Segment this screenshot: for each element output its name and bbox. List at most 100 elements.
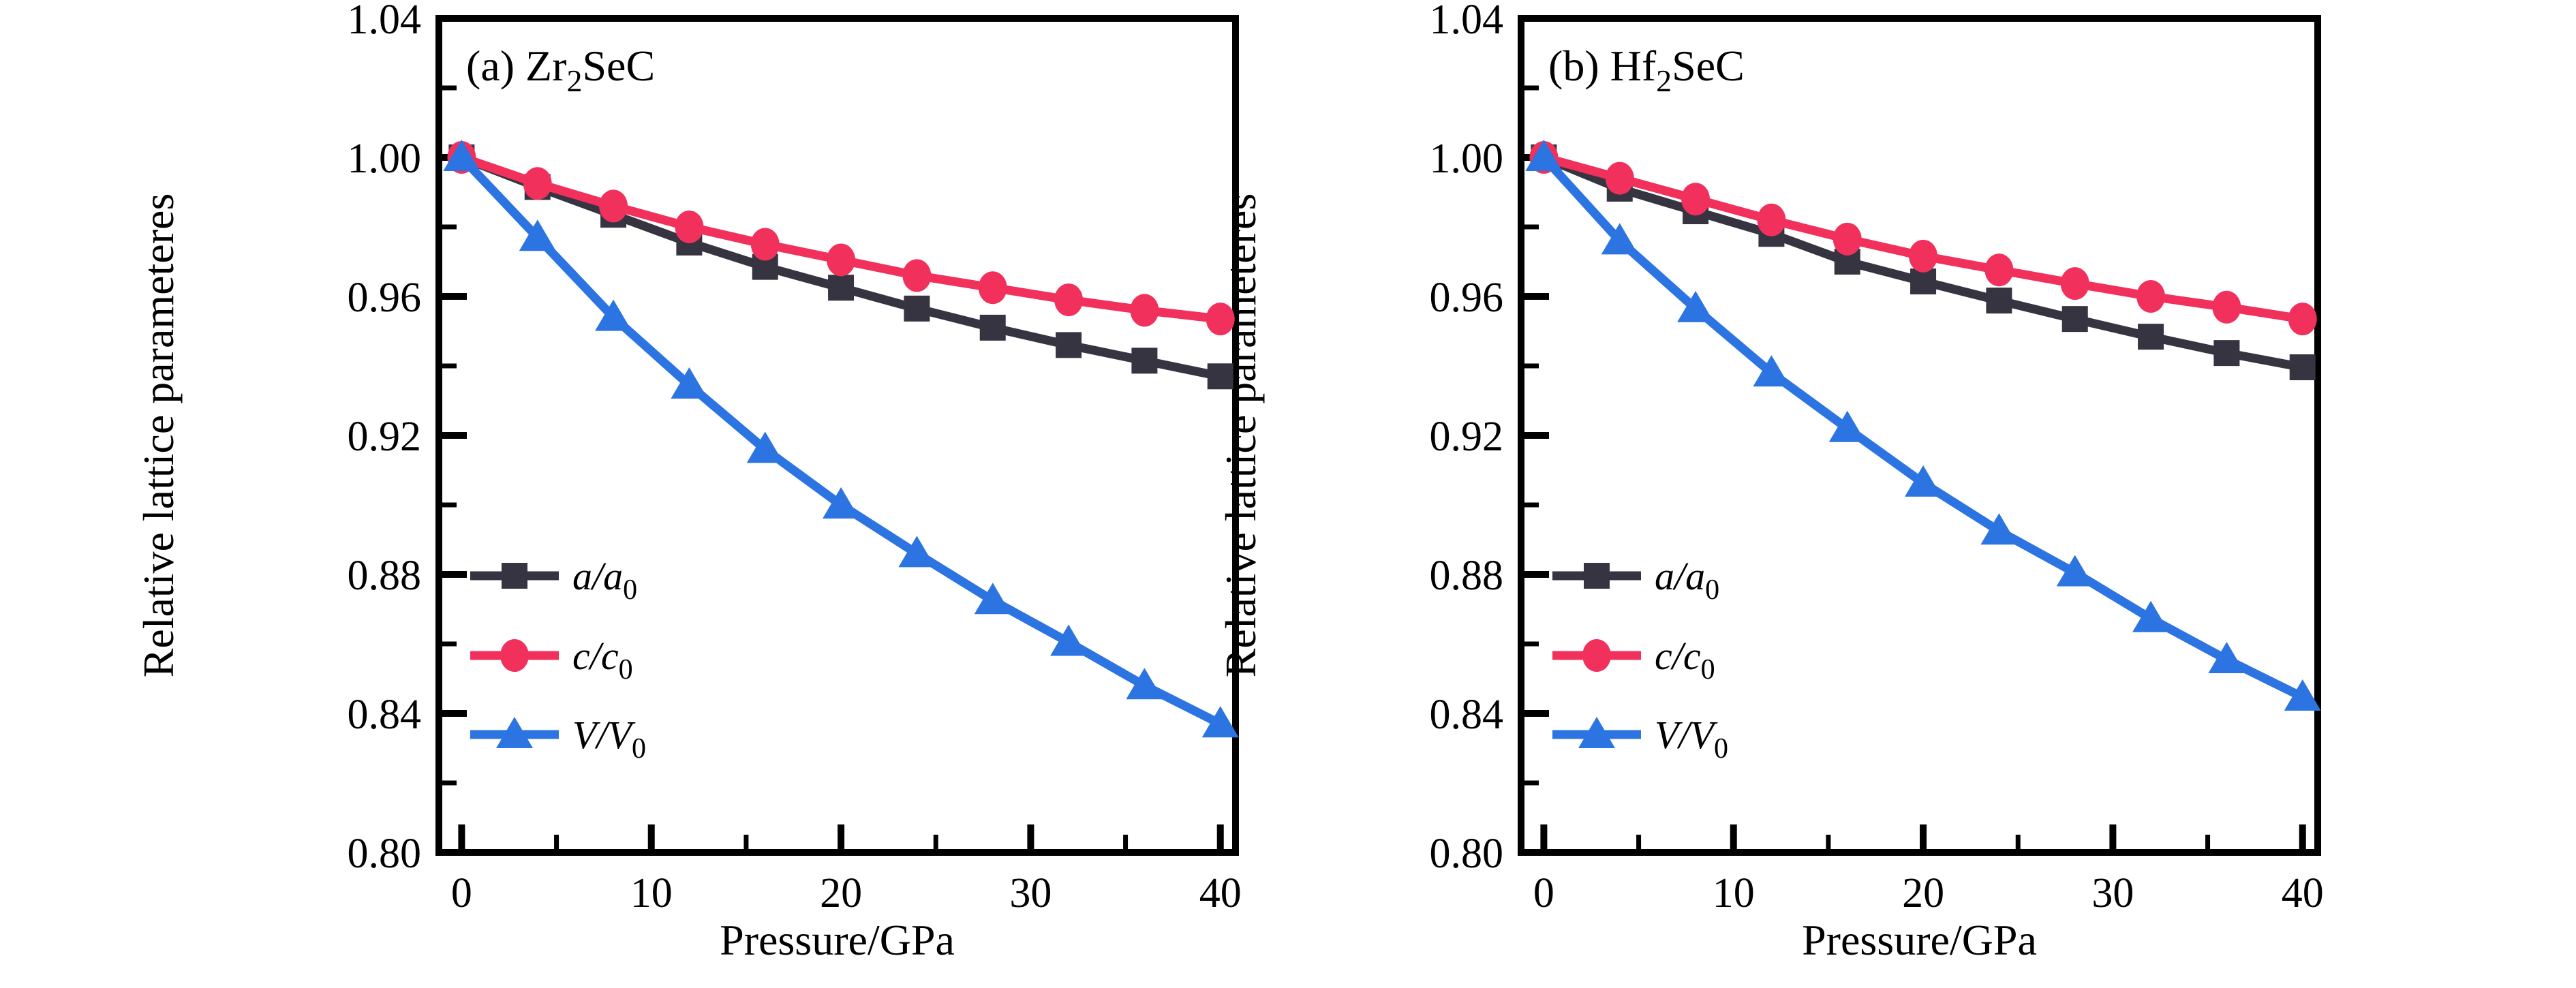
data-point-square — [1207, 363, 1233, 390]
data-point-circle — [750, 228, 780, 261]
data-point-circle — [1605, 161, 1634, 195]
x-tick-label: 40 — [2282, 870, 2324, 916]
legend-item-c/c0: c/c0 — [1552, 634, 1715, 685]
data-point-triangle — [443, 140, 480, 171]
legend-label: a/a0 — [1655, 554, 1719, 606]
x-tick-label: 20 — [820, 870, 862, 916]
data-point-triangle — [1828, 410, 1866, 442]
data-point-square — [1131, 348, 1158, 374]
data-point-circle — [2212, 290, 2241, 324]
data-point-square — [1056, 332, 1082, 358]
data-point-circle — [2060, 267, 2089, 300]
data-point-circle — [978, 271, 1007, 305]
data-point-triangle — [519, 219, 556, 251]
data-point-circle — [1984, 253, 2014, 287]
legend-square-marker — [1584, 563, 1610, 589]
data-point-triangle — [1980, 513, 2018, 545]
x-tick-label: 10 — [1713, 870, 1755, 916]
data-point-triangle — [1525, 140, 1563, 171]
data-point-triangle — [2132, 600, 2170, 632]
data-point-triangle — [823, 487, 860, 519]
data-point-square — [1910, 268, 1937, 295]
y-tick-label: 1.04 — [348, 0, 422, 43]
series-markers-V/V0 — [1525, 140, 2321, 711]
legend: a/a0 c/c0 V/V0 — [1552, 554, 1728, 765]
data-point-square — [979, 314, 1006, 341]
legend-label: c/c0 — [1655, 634, 1715, 685]
data-point-square — [2061, 306, 2088, 333]
x-tick-label: 30 — [1009, 870, 1052, 916]
series-line-c/c0 — [1542, 153, 2303, 324]
panel-title: (a) Zr2SeC — [466, 42, 655, 98]
y-tick-label: 1.04 — [1430, 0, 1504, 43]
data-point-square — [1986, 288, 2012, 314]
data-point-triangle — [1905, 465, 1942, 497]
data-point-circle — [1909, 239, 1938, 273]
series-line-V/V0 — [1540, 154, 2305, 701]
data-point-triangle — [595, 299, 632, 331]
data-point-circle — [1757, 203, 1786, 236]
legend-label: V/V0 — [1655, 713, 1728, 765]
legend-circle-marker — [500, 639, 529, 672]
data-point-triangle — [2208, 641, 2245, 673]
data-point-circle — [675, 211, 704, 243]
data-point-triangle — [1601, 223, 1638, 255]
data-point-triangle — [1126, 668, 1163, 700]
panel-1: 1.04 1.00 0.96 0.92 0.88 0.84 0.80 0 10 20 30 40 a/a… — [1216, 0, 2324, 964]
data-point-circle — [523, 167, 552, 200]
y-tick-label: 0.88 — [1430, 553, 1504, 599]
data-point-circle — [1130, 294, 1159, 327]
data-point-square — [904, 295, 930, 322]
x-tick-label: 0 — [451, 870, 472, 916]
legend-label: a/a0 — [572, 554, 637, 606]
y-tick-label: 1.00 — [1430, 136, 1504, 182]
panel-title: (b) Hf2SeC — [1548, 42, 1745, 98]
x-axis-title: Pressure/GPa — [720, 916, 955, 964]
data-point-square — [2213, 340, 2240, 367]
y-tick-label: 0.92 — [1430, 414, 1504, 460]
y-tick-label: 0.80 — [348, 831, 422, 877]
data-point-triangle — [1050, 624, 1088, 656]
x-tick-label: 0 — [1533, 870, 1554, 916]
legend-item-V/V0: V/V0 — [1552, 713, 1728, 765]
y-axis-title: Relative lattice parameteres — [1216, 194, 1265, 678]
panel-0: 1.04 1.00 0.96 0.92 0.88 0.84 0.80 0 10 20 30 40 a/a… — [134, 0, 1242, 964]
x-axis-title: Pressure/GPa — [1802, 916, 2037, 964]
x-tick-label: 30 — [2091, 870, 2134, 916]
legend-triangle-marker — [496, 717, 533, 748]
x-tick-label: 20 — [1902, 870, 1944, 916]
data-point-circle — [1206, 303, 1235, 336]
legend-label: V/V0 — [572, 713, 646, 765]
legend-item-a/a0: a/a0 — [470, 554, 637, 606]
legend-item-V/V0: V/V0 — [470, 713, 646, 765]
data-point-triangle — [1753, 355, 1790, 387]
data-point-circle — [599, 189, 628, 223]
y-tick-label: 0.80 — [1430, 831, 1504, 877]
data-point-triangle — [1201, 706, 1239, 738]
data-point-circle — [2288, 303, 2317, 336]
y-tick-label: 0.84 — [1430, 692, 1504, 738]
x-tick-label: 40 — [1199, 870, 1242, 916]
data-point-circle — [1681, 183, 1711, 216]
legend-triangle-marker — [1578, 717, 1615, 748]
legend-label: c/c0 — [572, 634, 633, 685]
legend-circle-marker — [1582, 639, 1611, 672]
data-point-triangle — [746, 431, 784, 463]
data-point-triangle — [1677, 290, 1715, 322]
series-markers-V/V0 — [443, 140, 1239, 738]
legend-item-a/a0: a/a0 — [1552, 554, 1719, 606]
y-tick-label: 0.92 — [348, 414, 422, 460]
data-point-circle — [1054, 283, 1084, 317]
data-point-square — [2138, 324, 2164, 350]
data-point-circle — [827, 243, 856, 277]
data-point-triangle — [2056, 555, 2094, 587]
legend-item-c/c0: c/c0 — [470, 634, 633, 685]
y-tick-label: 0.88 — [348, 553, 422, 599]
data-point-square — [2289, 354, 2316, 381]
data-point-circle — [2136, 280, 2166, 313]
legend-square-marker — [502, 563, 527, 589]
y-tick-label: 0.96 — [1430, 275, 1504, 321]
data-point-square — [828, 275, 855, 301]
